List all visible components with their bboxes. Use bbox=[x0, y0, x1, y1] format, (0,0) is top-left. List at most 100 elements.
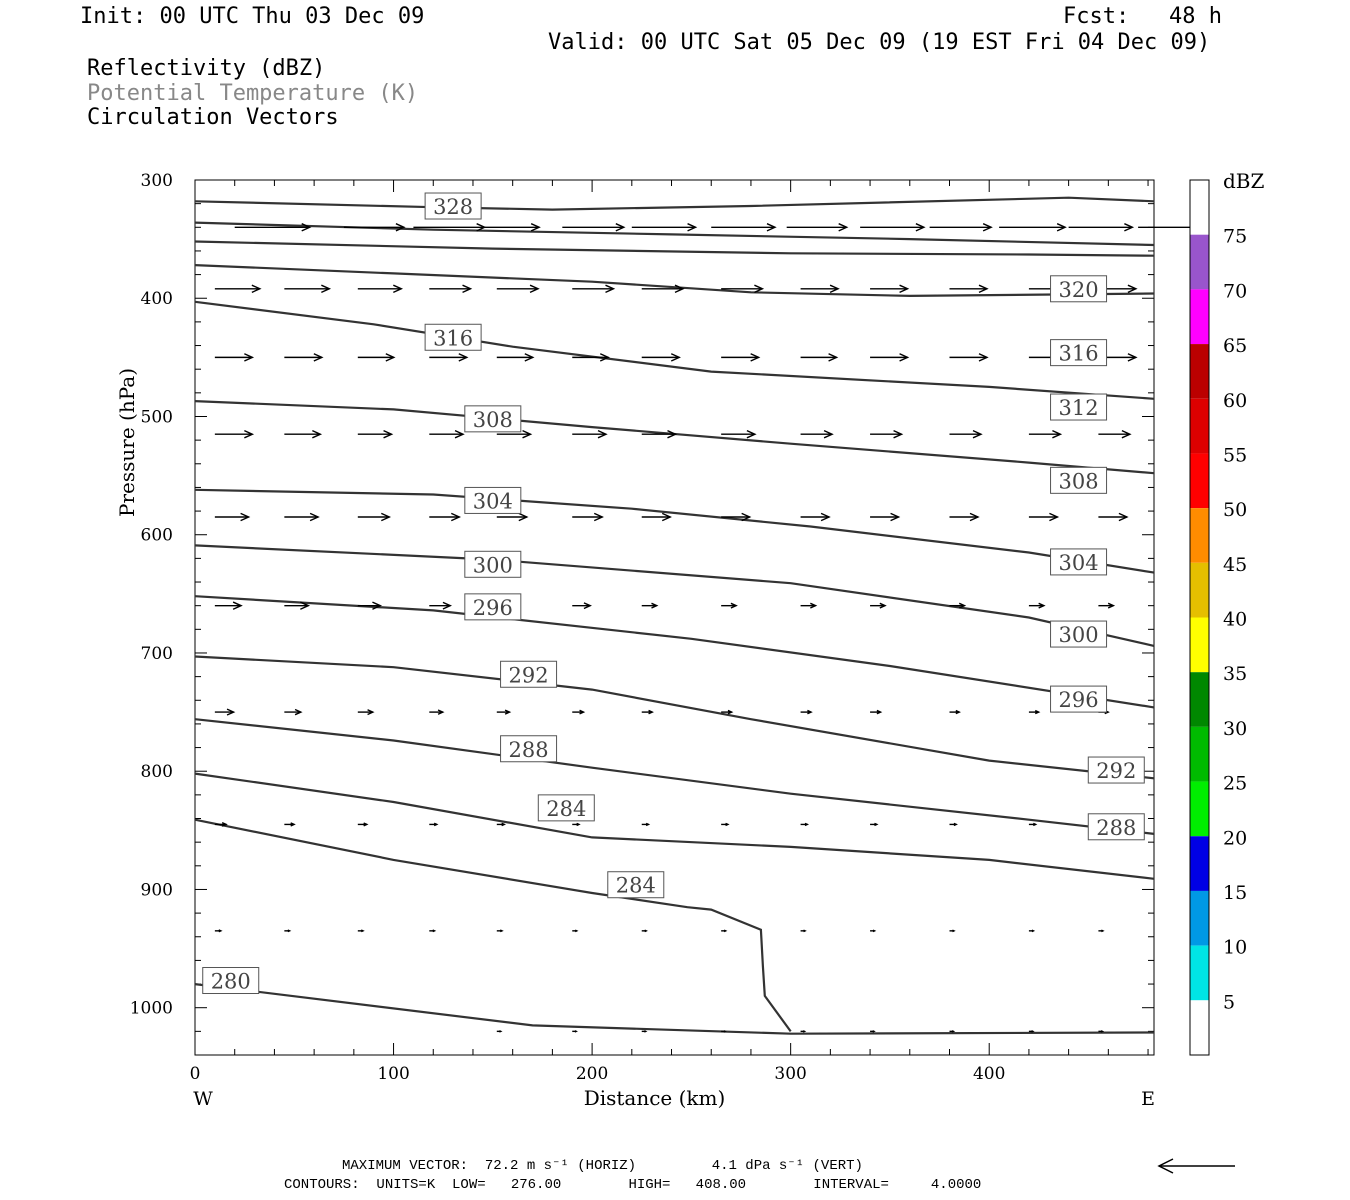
vector-head bbox=[899, 353, 910, 362]
vector-head bbox=[958, 602, 967, 609]
vector-head bbox=[1101, 929, 1105, 933]
vector-head bbox=[823, 429, 834, 439]
contour-label: 288 bbox=[509, 738, 549, 762]
vector-head bbox=[727, 709, 734, 715]
contour-label: 280 bbox=[211, 970, 251, 994]
vector-head bbox=[810, 602, 818, 609]
contour-line bbox=[194, 544, 1155, 647]
colorbar-tick-label: 50 bbox=[1223, 499, 1247, 521]
vector-head bbox=[462, 284, 473, 294]
contour-label-box bbox=[1050, 685, 1108, 713]
vector-head bbox=[454, 429, 465, 439]
contour-line bbox=[194, 400, 1155, 475]
colorbar-tick-label: 5 bbox=[1223, 991, 1235, 1013]
vector-head bbox=[955, 709, 961, 715]
vector-head bbox=[287, 929, 292, 933]
contour-label-box bbox=[1050, 393, 1108, 421]
vector-head bbox=[725, 822, 730, 827]
vector-head bbox=[978, 284, 989, 294]
vector-head bbox=[1107, 602, 1116, 609]
vector-head bbox=[593, 512, 604, 522]
vector-head bbox=[599, 353, 610, 362]
vector-head bbox=[615, 223, 626, 232]
contour-label-box bbox=[1050, 466, 1108, 494]
contour-line bbox=[194, 196, 1155, 211]
contour-info: CONTOURS: UNITS=K LOW= 276.00 HIGH= 408.… bbox=[284, 1177, 982, 1193]
y-tick-label: 500 bbox=[141, 407, 173, 427]
reference-vector-arrow bbox=[1157, 1158, 1235, 1174]
vector-head bbox=[504, 709, 512, 715]
dbz-colorbar: 5 10 15 20 25 30 35 40 45 50 55 60 65 70 75 dBZ bbox=[1189, 169, 1265, 1056]
vector-head bbox=[667, 429, 678, 439]
contour-label: 308 bbox=[1059, 469, 1099, 493]
vector-head bbox=[661, 512, 672, 522]
colorbar-title: dBZ bbox=[1223, 169, 1265, 193]
vector-head bbox=[383, 429, 394, 439]
contour-line bbox=[194, 655, 1155, 780]
contour-label: 284 bbox=[616, 874, 656, 898]
vector-head bbox=[583, 602, 592, 610]
contour-line bbox=[194, 240, 1155, 257]
vector-head bbox=[605, 284, 616, 294]
vector-head bbox=[651, 602, 659, 609]
vector-head bbox=[899, 284, 910, 294]
vector-head bbox=[893, 429, 904, 439]
vector-head bbox=[518, 512, 529, 522]
vector-head bbox=[1100, 1030, 1105, 1033]
vector-head bbox=[360, 929, 365, 933]
vector-head bbox=[890, 512, 901, 522]
vector-head bbox=[915, 223, 926, 232]
legend-potential-temperature: Potential Temperature (K) bbox=[87, 81, 419, 106]
contour-label: 300 bbox=[473, 553, 513, 577]
x-tick-label: 0 bbox=[190, 1064, 201, 1084]
vector-head bbox=[872, 1030, 876, 1033]
vector-head bbox=[674, 284, 685, 294]
vector-head bbox=[820, 512, 831, 522]
y-tick-label: 900 bbox=[141, 880, 173, 900]
contour-label-box bbox=[1050, 548, 1108, 576]
vector-head bbox=[1038, 602, 1046, 609]
vector-head bbox=[982, 223, 993, 232]
colorbar-tick-label: 20 bbox=[1223, 827, 1247, 849]
vector-head bbox=[251, 284, 262, 294]
x-tick-label: 200 bbox=[576, 1064, 608, 1084]
contour-label-box bbox=[1050, 620, 1108, 648]
vector-head bbox=[1049, 512, 1060, 522]
vector-head bbox=[294, 708, 303, 716]
vector-head bbox=[741, 512, 752, 522]
vector-head bbox=[829, 284, 840, 294]
vector-head bbox=[458, 353, 469, 362]
x-axis-label: Distance (km) bbox=[584, 1086, 726, 1110]
valid-time: Valid: 00 UTC Sat 05 Dec 09 (19 EST Fri … bbox=[548, 30, 1211, 55]
colorbar-tick-label: 25 bbox=[1223, 773, 1247, 795]
vector-head bbox=[530, 223, 541, 232]
y-tick-label: 800 bbox=[141, 762, 173, 782]
contour-labels: 328 320 316 316 312 308 308 304 304 300 300 296 296 2… bbox=[202, 192, 1145, 995]
contour-label: 328 bbox=[433, 195, 473, 219]
vector-head bbox=[385, 353, 396, 362]
x-tick-label: 400 bbox=[973, 1064, 1005, 1084]
y-axis-label: Pressure (hPa) bbox=[115, 368, 139, 517]
colorbar-swatch bbox=[1190, 453, 1209, 509]
contour-label: 292 bbox=[509, 663, 549, 687]
vector-head bbox=[723, 1030, 727, 1033]
vector-head bbox=[969, 512, 980, 522]
contour-label: 304 bbox=[1059, 551, 1099, 575]
vector-head bbox=[395, 223, 406, 232]
contour-line bbox=[194, 221, 1155, 247]
vector-head bbox=[644, 929, 648, 933]
vector-head bbox=[367, 709, 375, 716]
vector-head bbox=[746, 429, 757, 439]
circulation-vectors bbox=[214, 223, 1204, 1033]
vector-head bbox=[1127, 353, 1138, 362]
contour-label: 296 bbox=[1059, 688, 1099, 712]
vector-head bbox=[1052, 429, 1063, 439]
contour-line bbox=[194, 718, 1155, 835]
contour-label-box bbox=[464, 486, 522, 514]
contour-label: 316 bbox=[433, 326, 473, 350]
colorbar-tick-label: 35 bbox=[1223, 663, 1247, 685]
legend-reflectivity: Reflectivity (dBZ) bbox=[87, 56, 326, 81]
colorbar-swatch bbox=[1190, 726, 1209, 782]
vector-head bbox=[321, 284, 332, 294]
vector-head bbox=[312, 429, 323, 439]
